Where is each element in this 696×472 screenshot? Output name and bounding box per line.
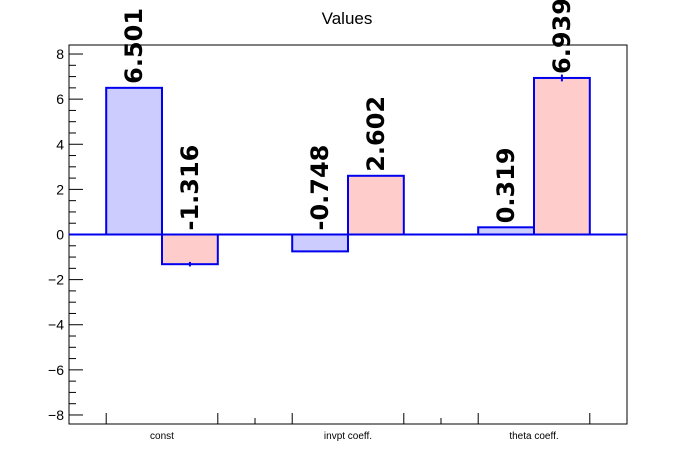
- y-tick-label: 8: [56, 46, 64, 62]
- bar-value-label: -1.316: [176, 145, 204, 231]
- bar-value-label: 0.319: [492, 147, 520, 223]
- bar-value-label: -0.748: [306, 145, 334, 231]
- bar: [161, 233, 219, 266]
- y-tick-label: −8: [48, 407, 64, 423]
- plot-area: −8 −6 −4 −2 0 2 4 6 8 const invpt coeff. theta coef…: [48, 0, 628, 442]
- y-tick-label: 4: [56, 136, 64, 152]
- bar: [347, 174, 405, 236]
- x-category-label: theta coeff.: [509, 431, 558, 442]
- y-tick-label: 6: [56, 91, 64, 107]
- bar: [477, 226, 536, 236]
- bar: [291, 233, 350, 253]
- x-category-label: const: [150, 431, 174, 442]
- y-tick-label: 2: [56, 181, 64, 197]
- y-tick-label: −4: [48, 317, 64, 333]
- bar: [533, 76, 591, 236]
- bar-value-label: 2.602: [362, 96, 390, 172]
- bar: [105, 86, 163, 236]
- x-category-label: invpt coeff.: [324, 431, 372, 442]
- y-tick-label: −2: [48, 272, 64, 288]
- bar-value-label: 6.501: [120, 8, 148, 84]
- y-tick-label: 0: [56, 227, 64, 243]
- y-tick-label: −6: [48, 362, 64, 378]
- bar-value-label: 6.939: [548, 0, 576, 74]
- chart-title: Values: [322, 9, 373, 28]
